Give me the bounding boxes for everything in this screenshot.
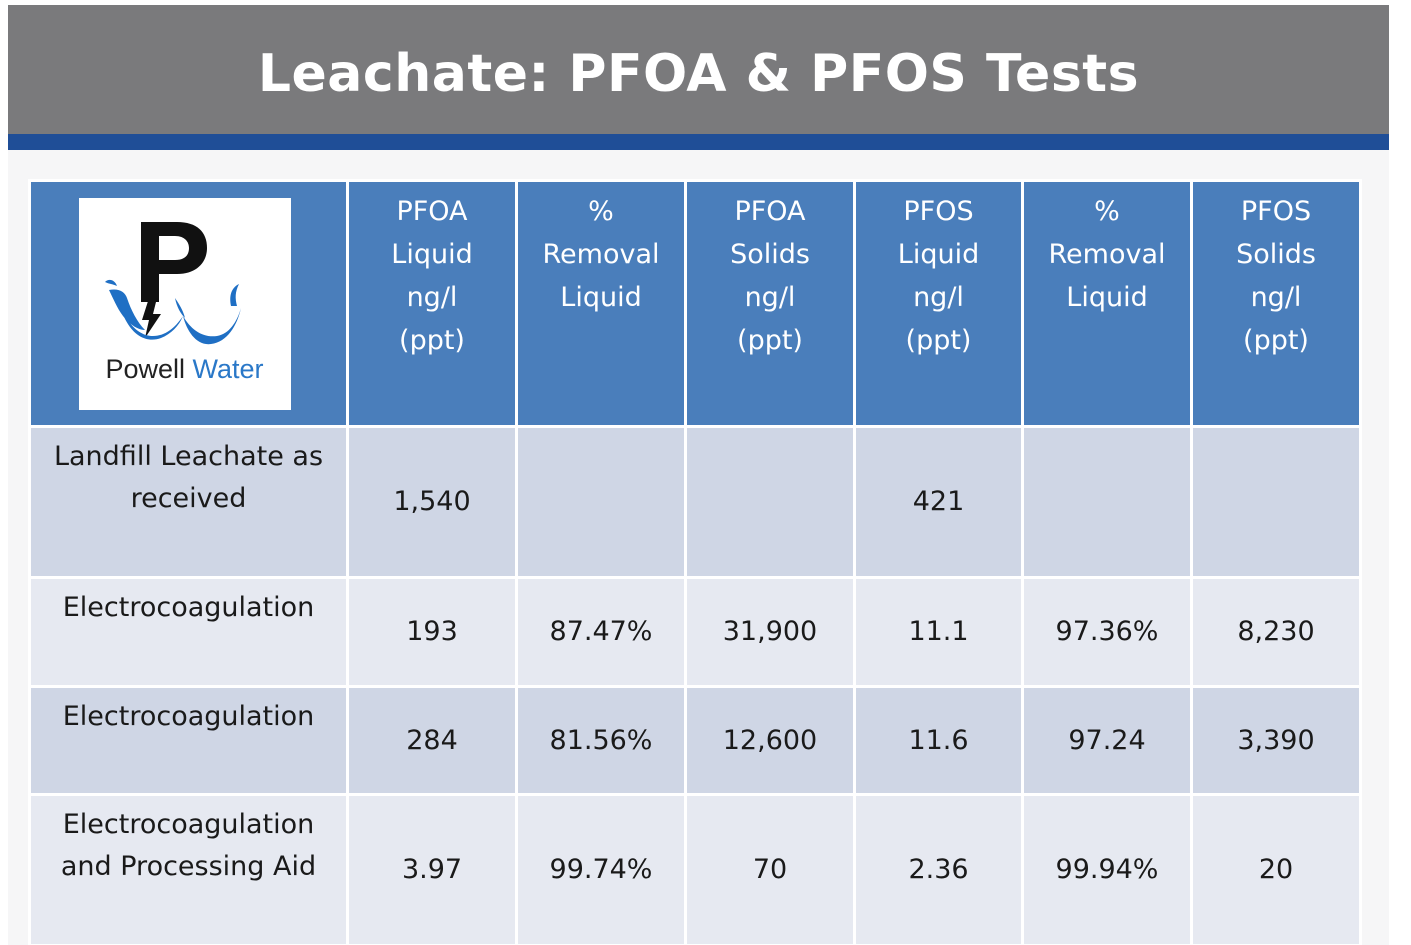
- header-line: Liquid: [1066, 282, 1148, 313]
- header-pfoa-solids: PFOA Solids ng/l (ppt): [684, 179, 856, 428]
- header-line: ng/l: [406, 282, 458, 313]
- row-label-line: Electrocoagulation: [62, 809, 315, 840]
- title-divider: [8, 134, 1389, 150]
- cell-pfos-liquid: 11.1: [853, 576, 1024, 688]
- logo-word-powell: Powell: [105, 353, 185, 384]
- row-label: Electrocoagulation and Processing Aid: [28, 793, 349, 945]
- header-pfos-removal: % Removal Liquid: [1021, 179, 1193, 428]
- cell-pfoa-removal: [515, 425, 687, 579]
- row-label-line: Electrocoagulation: [62, 701, 315, 732]
- powell-water-logo: Powell Water: [78, 197, 291, 410]
- cell-pfos-liquid: 2.36: [853, 793, 1024, 945]
- table-row: Electrocoagulation and Processing Aid 3.…: [28, 793, 1362, 945]
- logo-word-water: Water: [192, 353, 264, 384]
- header-pfoa-removal: % Removal Liquid: [515, 179, 687, 428]
- row-label: Electrocoagulation: [28, 576, 349, 688]
- row-label-line: and Processing Aid: [60, 851, 317, 882]
- cell-pfoa-liquid: 1,540: [346, 425, 518, 579]
- header-line: (ppt): [399, 325, 465, 356]
- logo-cell: Powell Water: [28, 179, 349, 428]
- header-line: %: [588, 196, 614, 227]
- header-line: Liquid: [560, 282, 642, 313]
- cell-pfos-removal: 97.36%: [1021, 576, 1193, 688]
- cell-pfoa-removal: 81.56%: [515, 685, 687, 796]
- cell-pfos-solids: 20: [1190, 793, 1362, 945]
- cell-pfoa-liquid: 3.97: [346, 793, 518, 945]
- header-line: Solids: [1236, 239, 1316, 270]
- table-row: Electrocoagulation 284 81.56% 12,600 11.…: [28, 685, 1362, 796]
- header-line: Solids: [730, 239, 810, 270]
- cell-pfoa-removal: 87.47%: [515, 576, 687, 688]
- header-line: PFOA: [396, 196, 468, 227]
- title-bar: Leachate: PFOA & PFOS Tests: [8, 5, 1389, 134]
- header-row: Powell Water PFOA Liquid ng/l (ppt) % Re…: [28, 179, 1362, 428]
- header-line: Removal: [542, 239, 660, 270]
- powell-water-logo-graphic: [104, 221, 241, 344]
- cell-pfoa-liquid: 193: [346, 576, 518, 688]
- header-pfos-solids: PFOS Solids ng/l (ppt): [1190, 179, 1362, 428]
- cell-pfoa-solids: 31,900: [684, 576, 856, 688]
- header-line: (ppt): [1243, 325, 1309, 356]
- cell-pfoa-solids: 70: [684, 793, 856, 945]
- results-table: Powell Water PFOA Liquid ng/l (ppt) % Re…: [28, 179, 1362, 945]
- row-label-line: Landfill Leachate as: [53, 441, 324, 472]
- header-line: Liquid: [897, 239, 980, 270]
- cell-pfos-liquid: 11.6: [853, 685, 1024, 796]
- header-pfos-liquid: PFOS Liquid ng/l (ppt): [853, 179, 1024, 428]
- header-line: ng/l: [744, 282, 796, 313]
- row-label-line: Electrocoagulation: [62, 592, 315, 623]
- row-label: Electrocoagulation: [28, 685, 349, 796]
- header-line: Removal: [1048, 239, 1166, 270]
- header-line: (ppt): [905, 325, 972, 356]
- table-row: Landfill Leachate as received 1,540 421: [28, 425, 1362, 579]
- table-row: Electrocoagulation 193 87.47% 31,900 11.…: [28, 576, 1362, 688]
- row-label: Landfill Leachate as received: [28, 425, 349, 579]
- cell-pfos-removal: 97.24: [1021, 685, 1193, 796]
- header-line: %: [1094, 196, 1120, 227]
- cell-pfoa-liquid: 284: [346, 685, 518, 796]
- header-line: ng/l: [1250, 282, 1302, 313]
- cell-pfos-solids: 8,230: [1190, 576, 1362, 688]
- cell-pfos-solids: [1190, 425, 1362, 579]
- row-label-line: received: [130, 483, 247, 514]
- header-line: PFOA: [734, 196, 806, 227]
- cell-pfoa-solids: [684, 425, 856, 579]
- logo-wordmark: Powell Water: [79, 348, 291, 391]
- cell-pfoa-removal: 99.74%: [515, 793, 687, 945]
- header-line: PFOS: [1240, 196, 1312, 227]
- slide-title: Leachate: PFOA & PFOS Tests: [257, 43, 1140, 104]
- header-line: PFOS: [903, 196, 974, 227]
- cell-pfos-removal: [1021, 425, 1193, 579]
- header-line: ng/l: [913, 282, 964, 313]
- cell-pfos-liquid: 421: [853, 425, 1024, 579]
- header-line: Liquid: [391, 239, 473, 270]
- cell-pfoa-solids: 12,600: [684, 685, 856, 796]
- header-pfoa-liquid: PFOA Liquid ng/l (ppt): [346, 179, 518, 428]
- cell-pfos-removal: 99.94%: [1021, 793, 1193, 945]
- header-line: (ppt): [737, 325, 803, 356]
- cell-pfos-solids: 3,390: [1190, 685, 1362, 796]
